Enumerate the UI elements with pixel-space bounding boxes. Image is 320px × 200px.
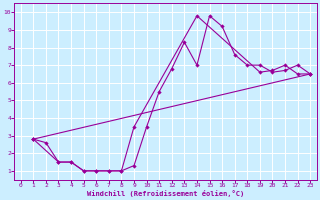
- X-axis label: Windchill (Refroidissement éolien,°C): Windchill (Refroidissement éolien,°C): [87, 190, 244, 197]
